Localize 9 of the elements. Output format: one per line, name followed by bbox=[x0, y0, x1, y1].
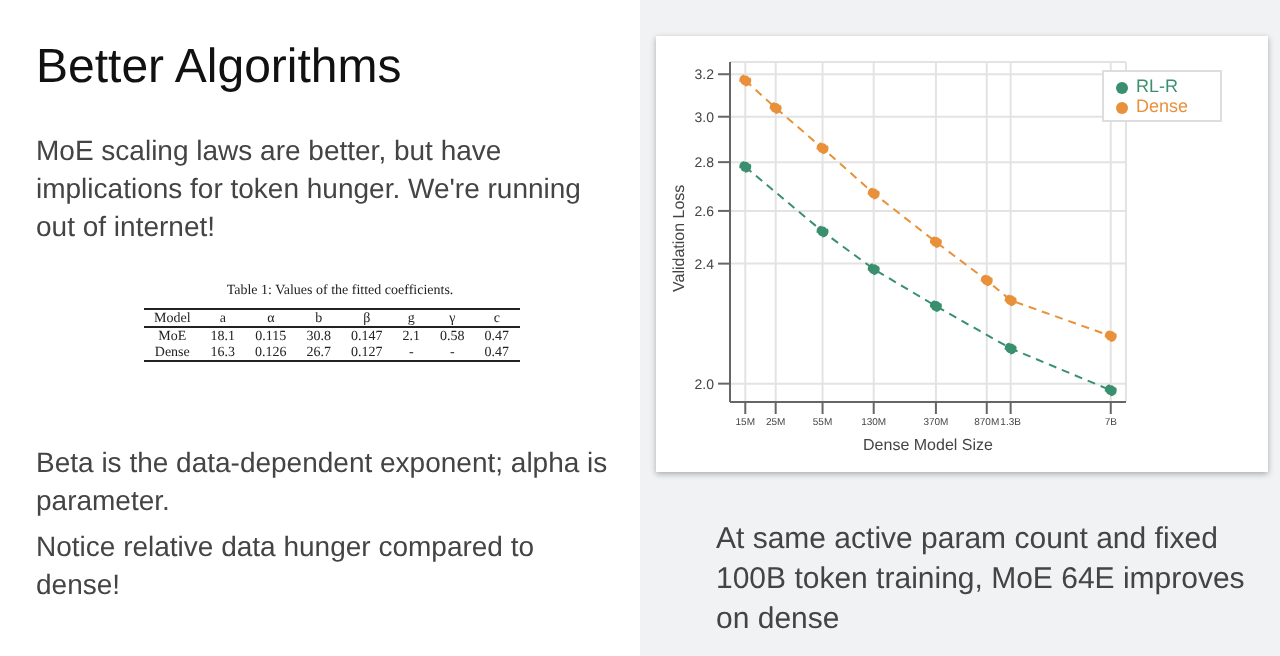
y-axis-title: Validation Loss bbox=[669, 184, 688, 292]
legend-label: Dense bbox=[1135, 96, 1188, 116]
x-axis-title: Dense Model Size bbox=[863, 436, 995, 454]
text: MoE scaling laws are better, but have implications for token hunger. We're running out of internet! bbox=[36, 132, 583, 246]
legend-label: RL-R bbox=[1135, 76, 1178, 96]
text: Beta is the data-dependent exponent; alpha is parameter. bbox=[36, 444, 610, 520]
text: Better Algorithms bbox=[36, 40, 402, 96]
text: Notice relative data hunger compared to dense! bbox=[36, 528, 537, 604]
text: At same active param count and fixed 100B token training, MoE 64E improves on dense bbox=[716, 520, 1247, 640]
